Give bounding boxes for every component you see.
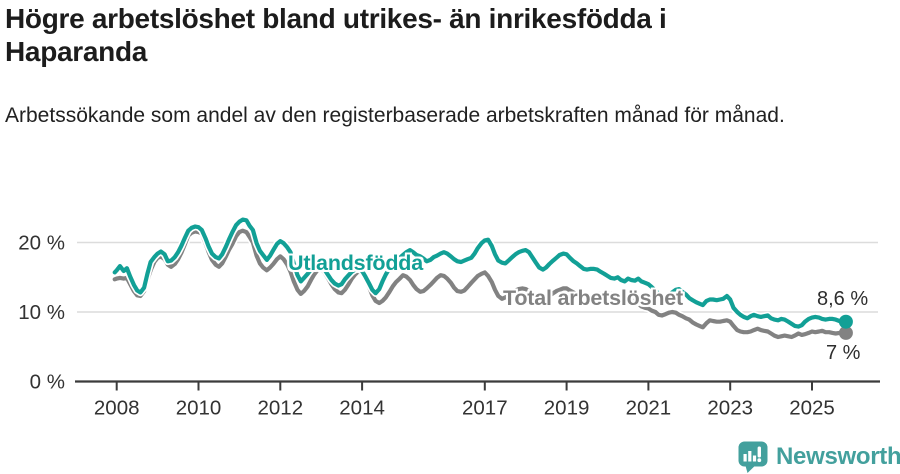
x-tick-label: 2012	[257, 397, 303, 420]
newsworthy-speech-bubble-chart-icon	[738, 441, 768, 473]
end-dot	[838, 314, 853, 329]
x-axis	[75, 380, 880, 391]
x-tick-label: 2025	[789, 397, 835, 420]
newsworthy-logo[interactable]: Newsworthy	[738, 440, 900, 474]
x-tick-label: 2017	[462, 397, 508, 420]
end-dot	[838, 325, 853, 340]
y-tick-label: 20 %	[18, 232, 65, 255]
x-tick-label: 2021	[626, 397, 672, 420]
series-line	[112, 217, 849, 329]
end-value-label-utlandsfodda: 8,6 %	[817, 288, 869, 310]
x-axis-tick-labels: 2008 2010 2012 2014 2017 2019 2021 2023 2025	[94, 397, 835, 420]
series-label-utlandsfodda: Utlandsfödda	[288, 251, 423, 275]
series-lines	[110, 215, 850, 341]
series-label-total-arbetsloshet: Total arbetslöshet	[503, 286, 683, 310]
x-tick-label: 2023	[707, 397, 753, 420]
y-tick-label: 0 %	[30, 371, 65, 394]
y-tick-label: 10 %	[18, 301, 65, 324]
series-line	[112, 228, 849, 340]
chart-subtitle: Arbetssökande som andel av den registerb…	[5, 104, 785, 127]
x-tick-label: 2008	[94, 397, 140, 420]
y-axis-tick-labels: 0 % 10 % 20 %	[18, 232, 65, 394]
x-tick-label: 2014	[339, 397, 385, 420]
x-tick-label: 2010	[176, 397, 222, 420]
x-tick-label: 2019	[544, 397, 590, 420]
end-value-label-total-arbetsloshet: 7 %	[826, 342, 861, 364]
chart-title: Högre arbetslöshet bland utrikes- än inr…	[5, 3, 667, 67]
series-end-dots	[838, 314, 853, 340]
newsworthy-logo-text: Newsworthy	[776, 443, 900, 470]
